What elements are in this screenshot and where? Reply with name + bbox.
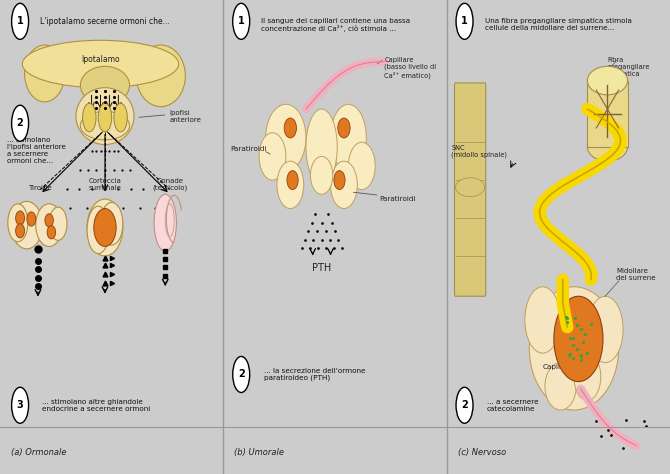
Text: Corteccia
surrenale: Corteccia surrenale: [88, 178, 121, 191]
Ellipse shape: [588, 296, 623, 363]
Ellipse shape: [15, 224, 25, 238]
Text: Capillare
(basso livello di
Ca²⁺ ematico): Capillare (basso livello di Ca²⁺ ematico…: [384, 57, 436, 79]
Circle shape: [11, 105, 29, 141]
Text: Tiroide: Tiroide: [28, 185, 52, 191]
Ellipse shape: [136, 45, 186, 107]
Circle shape: [456, 387, 473, 423]
Text: 2: 2: [238, 369, 245, 380]
Text: Fibra
pregangliare
simpatica: Fibra pregangliare simpatica: [608, 57, 650, 77]
Ellipse shape: [100, 202, 123, 245]
Circle shape: [11, 3, 29, 39]
Text: ... a secernere
catecolamine: ... a secernere catecolamine: [487, 399, 539, 412]
Ellipse shape: [310, 156, 333, 194]
Text: Paratiroidi: Paratiroidi: [380, 196, 416, 202]
Text: SNC
(midollo spinale): SNC (midollo spinale): [451, 145, 507, 158]
Ellipse shape: [15, 211, 25, 225]
Text: Midollare
del surrene: Midollare del surrene: [616, 268, 656, 282]
Ellipse shape: [87, 199, 123, 256]
FancyBboxPatch shape: [588, 81, 628, 147]
Ellipse shape: [330, 104, 366, 171]
Text: 1: 1: [238, 16, 245, 27]
Text: L'ipotalamo secerne ormoni che...: L'ipotalamo secerne ormoni che...: [40, 17, 170, 26]
Text: Paratiroidi: Paratiroidi: [230, 146, 267, 152]
Ellipse shape: [76, 88, 134, 145]
Ellipse shape: [8, 204, 28, 242]
Text: ... la secrezione dell'ormone
paratiroideo (PTH): ... la secrezione dell'ormone paratiroid…: [263, 368, 365, 381]
Ellipse shape: [338, 118, 350, 138]
Text: Ipofisi
anteriore: Ipofisi anteriore: [170, 109, 202, 123]
Ellipse shape: [80, 66, 129, 104]
Text: (c) Nervoso: (c) Nervoso: [458, 448, 506, 457]
Ellipse shape: [45, 214, 54, 227]
Text: ... stimolano altre ghiandole
endocrine a secernere ormoni: ... stimolano altre ghiandole endocrine …: [42, 399, 151, 412]
Text: Capillare: Capillare: [543, 365, 574, 370]
Ellipse shape: [588, 133, 628, 161]
Text: Ipotalamo: Ipotalamo: [81, 55, 120, 64]
FancyBboxPatch shape: [454, 83, 486, 296]
Circle shape: [11, 387, 29, 423]
Ellipse shape: [306, 109, 337, 185]
Ellipse shape: [574, 353, 601, 401]
Ellipse shape: [36, 204, 62, 246]
Ellipse shape: [287, 171, 298, 190]
Circle shape: [232, 356, 250, 392]
Ellipse shape: [284, 118, 296, 138]
Ellipse shape: [588, 66, 628, 95]
Circle shape: [82, 103, 96, 132]
Ellipse shape: [47, 226, 56, 239]
Ellipse shape: [529, 287, 618, 410]
Ellipse shape: [49, 207, 67, 240]
Text: Una fibra pregangliare simpatica stimola
cellule della midollare del surrene...: Una fibra pregangliare simpatica stimola…: [484, 18, 632, 31]
Ellipse shape: [25, 45, 65, 102]
Circle shape: [456, 3, 473, 39]
Ellipse shape: [266, 104, 306, 171]
Ellipse shape: [525, 287, 561, 353]
Text: 2: 2: [17, 118, 23, 128]
Text: 3: 3: [17, 400, 23, 410]
Text: Il sangue dei capillari contiene una bassa
concentrazione di Ca²⁺, ciò stimola .: Il sangue dei capillari contiene una bas…: [261, 18, 411, 32]
Ellipse shape: [80, 111, 129, 140]
Circle shape: [114, 103, 127, 132]
Text: ... stimolano
l'ipofisi anteriore
a secernere
ormoni che...: ... stimolano l'ipofisi anteriore a sece…: [7, 137, 66, 164]
Ellipse shape: [27, 212, 36, 226]
Ellipse shape: [22, 40, 179, 88]
Circle shape: [232, 3, 250, 39]
Text: PTH: PTH: [312, 263, 331, 273]
Ellipse shape: [348, 142, 375, 190]
Ellipse shape: [94, 209, 116, 246]
Circle shape: [98, 103, 112, 132]
Ellipse shape: [11, 201, 42, 249]
Text: 1: 1: [461, 16, 468, 27]
Ellipse shape: [259, 133, 286, 180]
Ellipse shape: [554, 296, 603, 382]
Ellipse shape: [87, 206, 109, 254]
Ellipse shape: [330, 161, 357, 209]
Ellipse shape: [154, 194, 176, 251]
Text: 1: 1: [17, 16, 23, 27]
Text: (a) Ormonale: (a) Ormonale: [11, 448, 67, 457]
Ellipse shape: [277, 161, 304, 209]
Ellipse shape: [545, 363, 576, 410]
Text: (b) Umorale: (b) Umorale: [234, 448, 285, 457]
Ellipse shape: [334, 171, 345, 190]
Text: 2: 2: [461, 400, 468, 410]
Ellipse shape: [456, 178, 484, 197]
Text: Gonade
(testicolo): Gonade (testicolo): [152, 178, 188, 191]
